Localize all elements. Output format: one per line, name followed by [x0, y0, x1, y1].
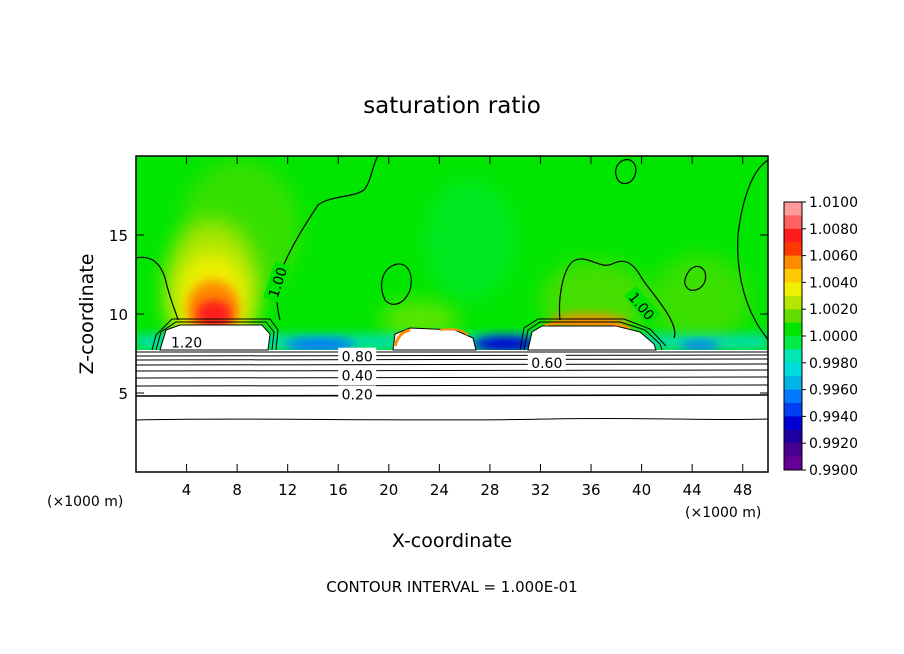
- dry-spot: [285, 338, 355, 352]
- colorbar-segment: [784, 429, 802, 444]
- colorbar-label: 0.9980: [809, 356, 858, 372]
- x-axis-label: X-coordinate: [392, 530, 512, 552]
- colorbar-segment: [784, 228, 802, 243]
- contour-label-text: 0.20: [342, 388, 373, 404]
- contour-band: [136, 417, 768, 421]
- colorbar-label: 1.0000: [809, 329, 858, 345]
- cloud-block: [527, 325, 657, 351]
- colorbar-segment: [784, 416, 802, 431]
- dry-spot: [473, 336, 537, 352]
- contour-band: [136, 363, 768, 366]
- x-tick-label: 4: [182, 481, 192, 499]
- x-axis: 4 8 12 16 20 24 28 32 36 40 44 48: [182, 156, 752, 499]
- colorbar-segment: [784, 309, 802, 324]
- subsaturated-region: [136, 350, 768, 472]
- colorbar-segment: [784, 269, 802, 283]
- colorbar-segment: [784, 389, 802, 404]
- colorbar-segment: [784, 242, 802, 257]
- contour-line: [136, 256, 179, 321]
- colorbar-segment: [784, 362, 802, 377]
- colorbar-segment: [784, 282, 802, 297]
- colorbar-label: 0.9900: [809, 463, 858, 479]
- x-unit-label: (×1000 m): [685, 505, 761, 521]
- colorbar-segment: [784, 336, 802, 350]
- contour-line: [381, 263, 412, 305]
- colorbar-segment: [784, 322, 802, 337]
- contour-ring: [151, 318, 279, 351]
- contour-label-text: 0.80: [342, 350, 373, 366]
- contour-label: 0.40: [338, 366, 377, 385]
- chart-title: saturation ratio: [363, 93, 541, 119]
- contour-label-text: 1.20: [171, 335, 202, 351]
- colorbar-label: 1.0060: [809, 249, 858, 265]
- cloud-edge: [439, 328, 469, 336]
- colorbar-label: 1.0040: [809, 275, 858, 291]
- colorbar-segment: [784, 443, 802, 458]
- contour-band: [136, 376, 768, 379]
- y-axis: 5 10 15: [109, 227, 768, 403]
- contour-band: [136, 384, 768, 387]
- contour-interval-note: CONTOUR INTERVAL = 1.000E-01: [326, 578, 577, 596]
- contour-label-text: 0.60: [531, 356, 562, 372]
- x-tick-label: 20: [379, 481, 398, 499]
- colorbar-segment: [784, 255, 802, 270]
- contour-label: 1.20: [167, 333, 206, 351]
- contour-ring: [519, 318, 667, 351]
- x-tick-label: 24: [430, 481, 449, 499]
- contour-line: [684, 265, 707, 291]
- colorbar-segment: [784, 202, 802, 216]
- contour-band: [136, 394, 768, 397]
- x-tick-label: 48: [733, 481, 752, 499]
- colorbar-segment: [784, 376, 802, 391]
- colorbar-label: 0.9920: [809, 436, 858, 452]
- colorbar-label: 0.9960: [809, 383, 858, 399]
- y-tick-label: 10: [109, 306, 128, 324]
- colorbar-segment: [784, 215, 802, 230]
- contour-band: [136, 358, 768, 361]
- y-tick-label: 15: [109, 227, 128, 245]
- contour-labels: 1.001.001.200.80 0.600.400.20: [167, 261, 661, 404]
- z-unit-label: (×1000 m): [47, 494, 123, 510]
- colorbar-label: 1.0080: [809, 222, 858, 238]
- plot-area: [136, 156, 768, 472]
- colorbar-segment: [784, 456, 802, 471]
- contour-band: [136, 354, 768, 357]
- contour-line: [737, 159, 768, 341]
- light-green-patch: [650, 255, 750, 345]
- colorbar-label: 1.0020: [809, 302, 858, 318]
- colorbar-segment: [784, 349, 802, 364]
- contour-ring: [523, 321, 663, 351]
- colorbar-label: 0.9940: [809, 409, 858, 425]
- colorbar-segment: [784, 403, 802, 417]
- x-tick-label: 8: [232, 481, 242, 499]
- x-tick-label: 28: [480, 481, 499, 499]
- x-tick-label: 12: [278, 481, 297, 499]
- cloud-edge: [393, 328, 411, 347]
- y-axis-label: Z-coordinate: [76, 254, 98, 375]
- contour-label: 0.60: [527, 353, 566, 372]
- contour-line: [558, 258, 676, 339]
- contour-label-text: 0.40: [342, 369, 373, 385]
- colorbar-segment: [784, 295, 802, 310]
- green-patch: [425, 180, 515, 300]
- plume-core: [196, 300, 232, 328]
- colorbar: 1.0100 1.0080 1.0060 1.0040 1.0020 1.0000 0.99…: [783, 195, 858, 479]
- contour-band: [136, 369, 768, 372]
- x-tick-label: 40: [632, 481, 651, 499]
- colorbar-label: 1.0100: [809, 195, 858, 211]
- dry-spot: [680, 341, 720, 351]
- contour-label: 0.20: [338, 385, 377, 404]
- y-tick-label: 5: [118, 385, 128, 403]
- contour-label: 0.80: [338, 347, 377, 366]
- x-tick-label: 36: [581, 481, 600, 499]
- contour-ring: [155, 321, 275, 351]
- x-tick-label: 32: [531, 481, 550, 499]
- contour-line: [615, 159, 637, 185]
- x-tick-label: 16: [329, 481, 348, 499]
- x-tick-label: 44: [683, 481, 702, 499]
